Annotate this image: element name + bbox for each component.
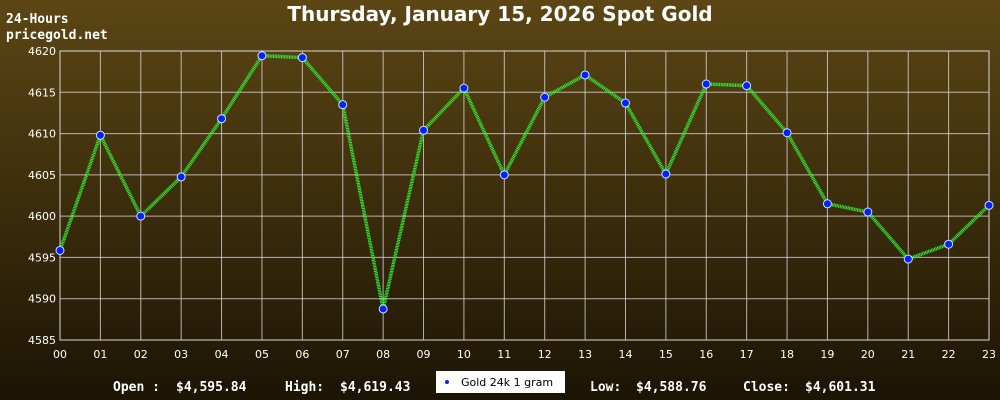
point-marker xyxy=(742,81,752,91)
point-marker xyxy=(701,79,711,89)
legend-box xyxy=(436,371,565,393)
header-line: pricegold.net xyxy=(6,28,108,43)
point-marker xyxy=(540,92,550,102)
point-marker xyxy=(782,128,792,138)
x-tick-label: 16 xyxy=(699,348,713,361)
y-tick-label: 4615 xyxy=(28,86,56,99)
point-marker xyxy=(297,53,307,63)
x-tick-label: 19 xyxy=(820,348,834,361)
y-tick-label: 4605 xyxy=(28,169,56,182)
header-line: 24-Hours xyxy=(6,12,69,27)
stat-value: $4,619.43 xyxy=(340,380,410,395)
x-tick-label: 02 xyxy=(134,348,148,361)
point-marker xyxy=(499,170,509,180)
x-tick-label: 22 xyxy=(942,348,956,361)
stat-label: Open : xyxy=(113,380,160,395)
x-tick-label: 01 xyxy=(93,348,107,361)
stat-label: High: xyxy=(285,380,324,395)
point-marker xyxy=(95,130,105,140)
x-tick-label: 21 xyxy=(901,348,915,361)
point-marker xyxy=(822,199,832,209)
x-tick-label: 05 xyxy=(255,348,269,361)
point-marker xyxy=(661,169,671,179)
point-marker xyxy=(55,245,65,255)
stat-label: Low: xyxy=(590,380,621,395)
x-tick-label: 12 xyxy=(538,348,552,361)
point-marker xyxy=(136,211,146,221)
y-tick-label: 4585 xyxy=(28,334,56,347)
y-tick-label: 4620 xyxy=(28,45,56,58)
x-tick-label: 07 xyxy=(336,348,350,361)
x-tick-label: 00 xyxy=(53,348,67,361)
point-marker xyxy=(903,254,913,264)
x-tick-label: 14 xyxy=(618,348,632,361)
point-marker xyxy=(176,172,186,182)
y-tick-label: 4595 xyxy=(28,251,56,264)
legend-label: Gold 24k 1 gram xyxy=(461,376,553,389)
x-tick-label: 06 xyxy=(295,348,309,361)
x-tick-label: 10 xyxy=(457,348,471,361)
point-marker xyxy=(419,125,429,135)
point-marker xyxy=(984,200,994,210)
point-marker xyxy=(257,51,267,61)
x-tick-label: 11 xyxy=(497,348,511,361)
x-tick-label: 09 xyxy=(417,348,431,361)
y-tick-label: 4600 xyxy=(28,210,56,223)
stat-value: $4,601.31 xyxy=(805,380,876,395)
stat-label: Close: xyxy=(743,380,790,395)
point-marker xyxy=(944,239,954,249)
legend-marker xyxy=(445,380,449,384)
point-marker xyxy=(459,83,469,93)
point-marker xyxy=(338,100,348,110)
stat-value: $4,595.84 xyxy=(176,380,247,395)
x-tick-label: 23 xyxy=(982,348,996,361)
point-marker xyxy=(620,98,630,108)
point-marker xyxy=(217,114,227,124)
point-marker xyxy=(580,70,590,80)
x-tick-label: 15 xyxy=(659,348,673,361)
x-tick-label: 08 xyxy=(376,348,390,361)
x-tick-label: 03 xyxy=(174,348,188,361)
x-tick-label: 18 xyxy=(780,348,794,361)
point-marker xyxy=(378,304,388,314)
x-tick-label: 17 xyxy=(740,348,754,361)
x-tick-label: 04 xyxy=(215,348,229,361)
point-marker xyxy=(863,207,873,217)
chart-title: Thursday, January 15, 2026 Spot Gold xyxy=(287,2,712,26)
x-tick-label: 20 xyxy=(861,348,875,361)
x-tick-label: 13 xyxy=(578,348,592,361)
stat-value: $4,588.76 xyxy=(636,380,707,395)
y-tick-label: 4610 xyxy=(28,128,56,141)
y-tick-label: 4590 xyxy=(28,293,56,306)
line xyxy=(58,53,991,311)
